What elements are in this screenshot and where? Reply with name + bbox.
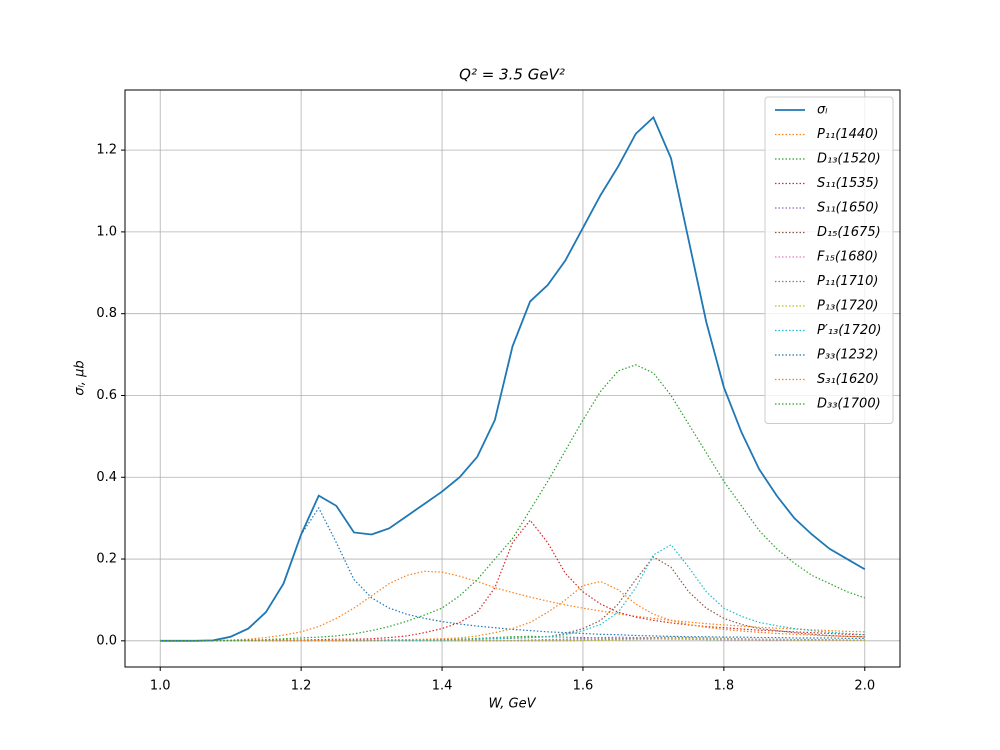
legend-label: D₁₅(1675) [817,225,881,240]
legend-box [764,96,894,424]
y-tick-label: 1.2 [96,143,117,158]
legend-label: S₃₁(1620) [817,372,879,387]
series-line [160,580,865,642]
series-line [160,506,865,642]
series-line [160,364,865,642]
y-tick-label: 0.2 [96,552,117,567]
y-tick-label: 0.4 [96,470,117,485]
legend-label: P₁₁(1440) [817,127,879,142]
x-tick-label: 2.0 [854,679,875,694]
y-tick-label: 0.6 [96,388,117,403]
x-axis-label: W, GeV [488,697,536,712]
chart-title: Q² = 3.5 GeV² [459,66,565,84]
plot-frame [124,89,901,668]
legend-label: P₃₃(1232) [817,348,879,363]
legend-label: S₁₁(1535) [817,176,879,191]
series-line [160,570,865,642]
legend-label: P₁₁(1710) [817,274,879,289]
legend-label: D₁₃(1520) [817,152,881,167]
legend-label: D₃₃(1700) [817,397,881,412]
y-axis-label: σₗ, μb [73,360,88,395]
x-tick-label: 1.8 [714,679,735,694]
x-tick-label: 1.4 [432,679,453,694]
x-tick-label: 1.6 [573,679,594,694]
legend-label: P₁₃(1720) [817,299,879,314]
legend-label: σₗ [817,103,828,118]
y-tick-label: 0.8 [96,306,117,321]
series-line [160,519,865,642]
x-tick-label: 1.2 [291,679,312,694]
legend-label: F₁₅(1680) [817,250,878,265]
y-tick-label: 1.0 [96,224,117,239]
x-tick-label: 1.0 [150,679,171,694]
y-tick-label: 0.0 [96,633,117,648]
legend-label: S₁₁(1650) [817,201,879,216]
legend-label: P′₁₃(1720) [817,323,881,338]
